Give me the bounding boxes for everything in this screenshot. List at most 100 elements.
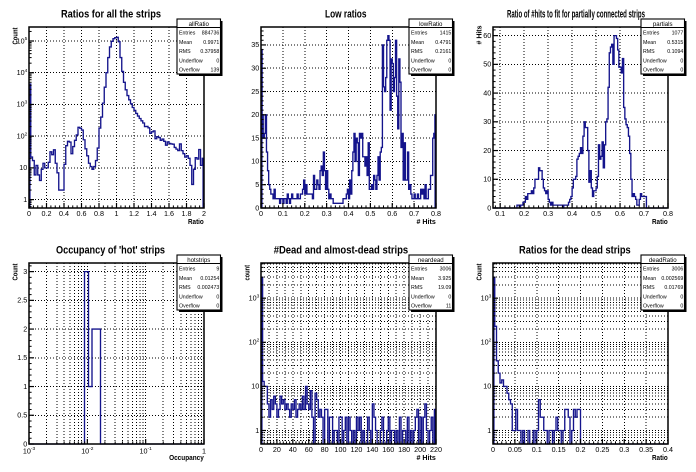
svg-text:Entries: Entries	[179, 31, 196, 37]
svg-text:20: 20	[483, 146, 491, 155]
svg-text:10: 10	[251, 382, 259, 391]
svg-text:102: 102	[249, 337, 260, 346]
svg-text:20: 20	[273, 445, 281, 454]
svg-text:10: 10	[19, 163, 27, 172]
svg-text:1: 1	[255, 426, 259, 435]
svg-text:0.3: 0.3	[619, 445, 629, 454]
svg-text:0.4: 0.4	[663, 445, 673, 454]
svg-text:0.6: 0.6	[615, 209, 625, 218]
svg-text:0.1: 0.1	[495, 209, 505, 218]
svg-text:103: 103	[249, 293, 260, 302]
svg-text:0: 0	[487, 203, 491, 212]
svg-text:1.2: 1.2	[129, 209, 139, 218]
svg-text:80: 80	[321, 445, 329, 454]
svg-text:0.002473: 0.002473	[197, 285, 219, 291]
svg-text:allRatio: allRatio	[189, 21, 210, 28]
svg-text:0.37958: 0.37958	[200, 49, 219, 55]
svg-text:Overflow: Overflow	[411, 304, 432, 310]
svg-text:0.5: 0.5	[591, 209, 601, 218]
svg-text:884736: 884736	[202, 31, 220, 37]
svg-text:0.2: 0.2	[42, 209, 52, 218]
svg-text:220: 220	[430, 445, 442, 454]
svg-text:15: 15	[251, 133, 259, 142]
svg-text:10-3: 10-3	[23, 446, 36, 455]
svg-text:0.7: 0.7	[409, 209, 419, 218]
svg-text:0: 0	[448, 58, 451, 64]
svg-text:0.8: 0.8	[94, 209, 104, 218]
svg-text:0.7: 0.7	[639, 209, 649, 218]
svg-text:35: 35	[251, 40, 259, 49]
svg-text:0.5: 0.5	[17, 411, 27, 420]
svg-text:0.25: 0.25	[595, 445, 609, 454]
svg-text:Mean: Mean	[411, 276, 424, 282]
svg-text:30: 30	[251, 64, 259, 73]
svg-text:RMS: RMS	[411, 285, 423, 291]
svg-text:120: 120	[350, 445, 362, 454]
svg-text:0: 0	[216, 304, 219, 310]
svg-text:Entries: Entries	[411, 267, 428, 273]
svg-text:0.15: 0.15	[552, 445, 566, 454]
svg-text:Mean: Mean	[643, 276, 656, 282]
svg-text:Count: Count	[10, 263, 19, 280]
svg-text:1: 1	[202, 446, 206, 455]
svg-text:0.2: 0.2	[576, 445, 586, 454]
svg-text:2: 2	[202, 209, 206, 218]
svg-text:0.5: 0.5	[365, 209, 375, 218]
svg-text:Ratio: Ratio	[652, 453, 668, 462]
svg-text:RMS: RMS	[179, 285, 191, 291]
svg-text:Count: Count	[474, 263, 483, 280]
svg-text:40: 40	[289, 445, 297, 454]
svg-text:100: 100	[335, 445, 347, 454]
svg-text:2.5: 2.5	[17, 296, 27, 305]
svg-text:RMS: RMS	[411, 49, 423, 55]
svg-text:0: 0	[491, 445, 495, 454]
svg-text:0: 0	[255, 203, 259, 212]
svg-text:0.4: 0.4	[59, 209, 69, 218]
svg-text:1: 1	[115, 209, 119, 218]
svg-text:Overflow: Overflow	[179, 68, 200, 74]
svg-text:Entries: Entries	[643, 267, 660, 273]
svg-text:Entries: Entries	[411, 31, 428, 37]
svg-text:1: 1	[23, 195, 27, 204]
svg-text:2: 2	[23, 324, 27, 333]
svg-text:Overflow: Overflow	[643, 304, 664, 310]
svg-text:hotstrips: hotstrips	[187, 257, 210, 264]
svg-text:104: 104	[17, 68, 28, 77]
svg-text:180: 180	[398, 445, 410, 454]
svg-text:Ratios for the dead strips: Ratios for the dead strips	[519, 244, 631, 256]
svg-text:9: 9	[216, 267, 219, 273]
svg-text:0.8: 0.8	[431, 209, 441, 218]
svg-text:0.01254: 0.01254	[200, 276, 219, 282]
svg-text:139: 139	[211, 68, 220, 74]
svg-text:1: 1	[23, 382, 27, 391]
svg-text:0.8: 0.8	[663, 209, 673, 218]
svg-text:Underflow: Underflow	[411, 58, 435, 64]
svg-text:0: 0	[216, 58, 219, 64]
svg-text:RMS: RMS	[643, 285, 655, 291]
svg-text:0.01769: 0.01769	[664, 285, 683, 291]
svg-text:10-1: 10-1	[140, 446, 153, 455]
svg-text:11: 11	[446, 304, 452, 310]
svg-text:Occupancy: Occupancy	[169, 453, 205, 462]
svg-text:# Hits: # Hits	[417, 453, 436, 462]
svg-text:Mean: Mean	[179, 40, 192, 46]
svg-text:10: 10	[483, 382, 491, 391]
svg-text:partials: partials	[653, 21, 673, 28]
svg-text:0.05: 0.05	[508, 445, 522, 454]
svg-text:0.002569: 0.002569	[661, 276, 683, 282]
svg-text:0.1: 0.1	[278, 209, 288, 218]
svg-text:Mean: Mean	[643, 40, 656, 46]
svg-text:103: 103	[481, 293, 492, 302]
svg-text:0.4791: 0.4791	[435, 40, 451, 46]
svg-text:3.925: 3.925	[438, 276, 451, 282]
svg-text:Ratios for all the strips: Ratios for all the strips	[61, 8, 161, 20]
svg-text:1077: 1077	[672, 31, 684, 37]
svg-text:1415: 1415	[440, 31, 452, 37]
svg-text:10: 10	[483, 175, 491, 184]
svg-text:0.4: 0.4	[567, 209, 577, 218]
svg-text:Underflow: Underflow	[179, 294, 203, 300]
svg-text:0.3: 0.3	[543, 209, 553, 218]
svg-text:140: 140	[366, 445, 378, 454]
svg-text:102: 102	[481, 337, 492, 346]
svg-text:0.6: 0.6	[387, 209, 397, 218]
